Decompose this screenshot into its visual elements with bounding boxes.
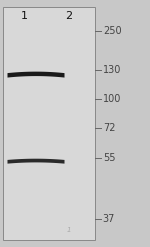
Bar (3, 7, 94, 240)
Text: 55: 55 (103, 153, 115, 163)
Polygon shape (8, 72, 64, 78)
Text: 1: 1 (21, 11, 27, 21)
Text: 250: 250 (103, 26, 121, 36)
Text: 37: 37 (103, 214, 115, 224)
Polygon shape (8, 159, 64, 164)
Text: 100: 100 (103, 94, 121, 104)
Text: 130: 130 (103, 65, 121, 75)
Text: 2: 2 (65, 11, 73, 21)
Text: 72: 72 (103, 124, 115, 133)
Text: 1: 1 (67, 227, 71, 233)
